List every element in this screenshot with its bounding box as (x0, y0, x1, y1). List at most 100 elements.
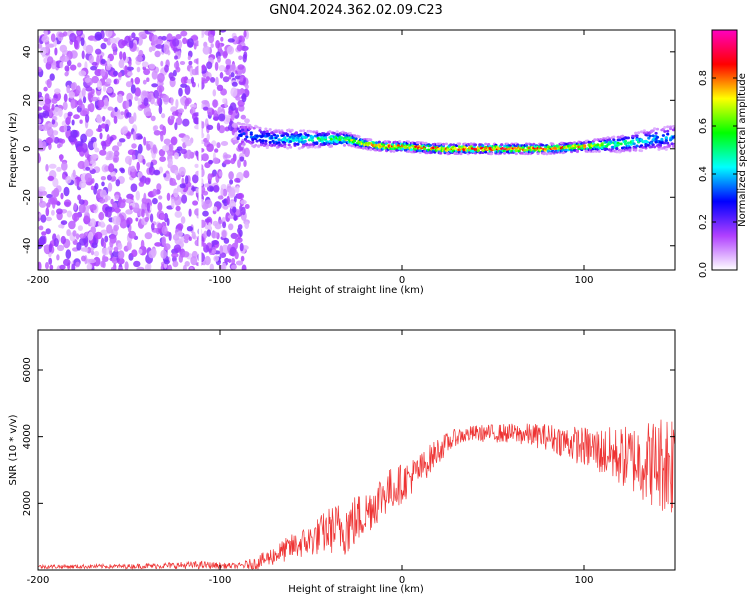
heatmap-noise-cell (182, 118, 190, 127)
heatmap-ridge-cell (615, 147, 619, 151)
heatmap-ridge-cell (401, 147, 405, 151)
heatmap-noise-cell (205, 76, 210, 82)
heatmap-noise-cell (45, 207, 50, 217)
heatmap-noise-cell (177, 113, 182, 119)
heatmap-noise-cell (99, 132, 103, 140)
heatmap-noise-cell (121, 198, 126, 203)
heatmap-noise-cell (59, 61, 64, 69)
heatmap-noise-cell (101, 247, 110, 256)
heatmap-noise-cell (85, 114, 90, 123)
heatmap-noise-cell (175, 66, 181, 73)
heatmap-noise-cell (209, 186, 214, 192)
heatmap-ridge-cell (238, 122, 242, 126)
heatmap-noise-cell (175, 99, 179, 109)
heatmap-noise-cell (91, 61, 98, 66)
heatmap-noise-cell (163, 173, 167, 178)
heatmap-noise-cell (144, 232, 153, 240)
heatmap-noise-cell (181, 194, 188, 204)
heatmap-noise-cell (102, 254, 106, 264)
heatmap-noise-cell (46, 78, 52, 89)
heatmap-ridge-cell (631, 139, 635, 143)
heatmap-noise-cell (120, 111, 125, 116)
heatmap-noise-cell (100, 229, 108, 236)
heatmap-noise-cell (184, 261, 190, 267)
heatmap-ridge-cell (328, 130, 332, 134)
heatmap-noise-cell (75, 85, 81, 95)
heatmap-noise-cell (41, 141, 47, 150)
heatmap-noise-cell (99, 149, 107, 156)
heatmap-noise-cell (218, 171, 223, 177)
heatmap-noise-cell (181, 177, 185, 185)
heatmap-ridge-cell (273, 133, 277, 137)
heatmap-noise-cell (125, 209, 131, 215)
heatmap-noise-cell (100, 176, 106, 181)
heatmap-noise-cell (117, 141, 122, 147)
heatmap-noise-cell (135, 190, 140, 201)
x-tick-label: 0 (399, 575, 405, 586)
heatmap-noise-cell (243, 170, 250, 179)
heatmap-noise-cell (239, 156, 245, 162)
heatmap-ridge-cell (236, 136, 240, 140)
heatmap-noise-cell (167, 264, 173, 270)
heatmap-noise-cell (163, 243, 171, 251)
heatmap-noise-cell (154, 50, 161, 58)
heatmap-noise-cell (148, 46, 153, 53)
heatmap-noise-cell (113, 115, 118, 124)
spectrogram-y-axis-label: Frequency (Hz) (8, 112, 19, 188)
heatmap-noise-cell (136, 66, 141, 73)
heatmap-noise-cell (48, 243, 53, 253)
heatmap-noise-cell (201, 153, 209, 162)
heatmap-ridge-cell (243, 137, 248, 141)
heatmap-noise-cell (131, 249, 138, 257)
heatmap-ridge-cell (437, 147, 441, 151)
heatmap-noise-cell (235, 260, 244, 266)
heatmap-noise-cell (238, 55, 243, 61)
heatmap-ridge-cell (616, 135, 620, 139)
heatmap-noise-cell (161, 113, 166, 119)
heatmap-noise-cell (40, 214, 47, 223)
heatmap-noise-cell (125, 198, 133, 204)
heatmap-noise-cell (54, 47, 58, 56)
heatmap-noise-cell (45, 164, 49, 172)
heatmap-noise-cell (100, 123, 107, 129)
heatmap-noise-cell (68, 135, 77, 143)
heatmap-ridge-cell (377, 140, 381, 144)
heatmap-noise-cell (170, 115, 175, 121)
heatmap-noise-cell (66, 59, 72, 67)
heatmap-ridge-cell (664, 136, 668, 139)
heatmap-noise-cell (146, 202, 150, 212)
heatmap-noise-cell (146, 77, 150, 82)
heatmap-ridge-cell (290, 128, 294, 132)
heatmap-noise-cell (77, 194, 82, 201)
x-tick-label: 100 (574, 575, 593, 586)
heatmap-noise-cell (90, 96, 99, 102)
heatmap-noise-cell (234, 251, 239, 260)
heatmap-noise-cell (62, 101, 68, 111)
heatmap-noise-cell (163, 259, 170, 265)
heatmap-ridge-cell (663, 145, 667, 149)
heatmap-ridge-cell (321, 138, 325, 141)
snr-y-axis-label: SNR (10 * v/v) (8, 414, 19, 485)
heatmap-noise-cell (159, 213, 165, 221)
heatmap-ridge-cell (514, 152, 518, 156)
heatmap-noise-cell (44, 93, 50, 102)
heatmap-noise-cell (143, 68, 151, 76)
heatmap-noise-cell (93, 250, 100, 257)
heatmap-noise-cell (80, 110, 88, 117)
colorbar-tick-label: 0.6 (698, 118, 709, 134)
heatmap-noise-cell (206, 61, 213, 70)
heatmap-noise-cell (207, 173, 213, 182)
heatmap-noise-cell (224, 258, 230, 263)
heatmap-ridge-cell (335, 130, 339, 134)
heatmap-noise-cell (187, 55, 191, 61)
heatmap-noise-cell (128, 60, 132, 67)
colorbar-tick-label: 0.4 (698, 166, 709, 182)
heatmap-noise-cell (194, 66, 198, 76)
heatmap-ridge-cell (549, 151, 553, 155)
heatmap-noise-cell (93, 256, 101, 267)
heatmap-noise-cell (62, 174, 66, 180)
heatmap-ridge-cell (469, 142, 473, 146)
heatmap-noise-cell (38, 124, 44, 131)
heatmap-noise-cell (201, 30, 205, 36)
heatmap-ridge-cell (594, 150, 599, 153)
